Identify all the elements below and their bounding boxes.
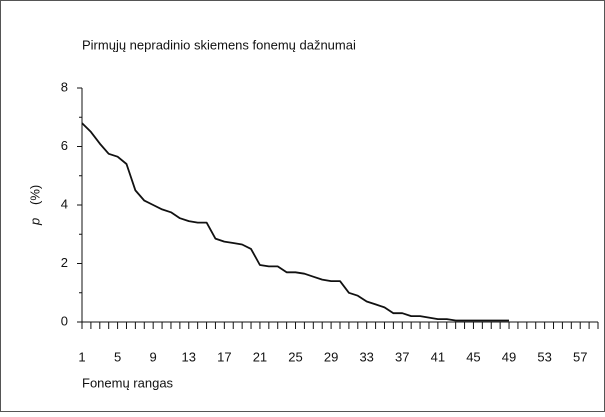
- y-tick-label: 4: [61, 196, 68, 211]
- x-tick-label: 25: [288, 349, 302, 364]
- x-tick-label: 1: [78, 349, 85, 364]
- y-tick-label: 2: [61, 255, 68, 270]
- x-tick-label: 57: [573, 349, 587, 364]
- x-tick-label: 37: [395, 349, 409, 364]
- chart-title: Pirmųjų nepradinio skiemens fonemų dažnu…: [82, 37, 356, 52]
- x-tick-label: 49: [502, 349, 516, 364]
- y-tick-label: 6: [61, 138, 68, 153]
- y-axis-label: p (%): [27, 185, 42, 226]
- x-tick-label: 41: [431, 349, 445, 364]
- x-tick-label: 13: [182, 349, 196, 364]
- x-tick-label: 53: [537, 349, 551, 364]
- x-tick-label: 45: [466, 349, 480, 364]
- y-tick-label: 8: [61, 79, 68, 94]
- x-tick-label: 9: [150, 349, 157, 364]
- y-axis-var: p: [27, 218, 42, 226]
- x-tick-label: 29: [324, 349, 338, 364]
- y-tick-label: 0: [61, 313, 68, 328]
- y-axis-unit: (%): [27, 185, 42, 205]
- data-line: [81, 122, 509, 322]
- x-axis-label: Fonemų rangas: [82, 375, 174, 390]
- x-tick-label: 33: [359, 349, 373, 364]
- x-tick-label: 21: [253, 349, 267, 364]
- x-tick-label: 17: [217, 349, 231, 364]
- x-tick-label: 5: [114, 349, 121, 364]
